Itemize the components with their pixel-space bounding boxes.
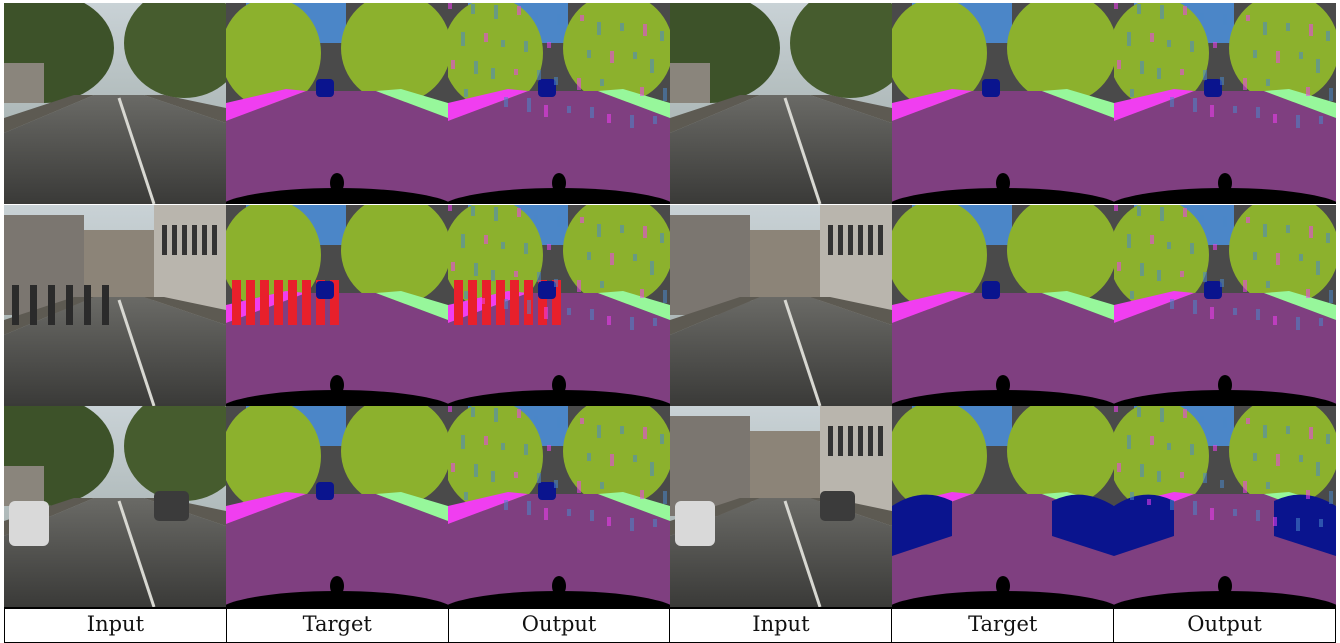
grid-tile-output <box>448 3 670 204</box>
tile-image <box>226 406 448 607</box>
grid-tile-target <box>892 406 1114 607</box>
tile-image <box>892 205 1114 406</box>
grid-tile-output <box>1114 3 1336 204</box>
grid-tile-input <box>670 3 892 204</box>
grid-tile-target <box>226 406 448 607</box>
caption-target-1: Target <box>225 609 448 642</box>
tile-image <box>892 3 1114 204</box>
tile-image <box>670 406 892 607</box>
grid-tile-input <box>4 205 226 406</box>
tile-image <box>670 3 892 204</box>
tile-image <box>4 406 226 607</box>
grid-tile-output <box>1114 406 1336 607</box>
tile-image <box>448 406 670 607</box>
tile-image <box>4 3 226 204</box>
image-grid <box>4 3 1336 607</box>
tile-image <box>448 205 670 406</box>
grid-tile-output <box>448 406 670 607</box>
tile-image <box>226 205 448 406</box>
tile-image <box>892 406 1114 607</box>
caption-input-1: Input <box>4 609 226 642</box>
caption-output-2: Output <box>1113 609 1336 642</box>
caption-input-2: Input <box>669 609 891 642</box>
tile-image <box>448 3 670 204</box>
grid-tile-input <box>4 3 226 204</box>
tile-image <box>4 205 226 406</box>
tile-image <box>1114 205 1336 406</box>
grid-tile-output <box>1114 205 1336 406</box>
grid-tile-output <box>448 205 670 406</box>
caption-output-1: Output <box>447 609 670 642</box>
column-captions: Input Target Output Input Target Output <box>4 607 1336 643</box>
grid-tile-target <box>892 205 1114 406</box>
grid-tile-target <box>226 3 448 204</box>
grid-tile-input <box>670 406 892 607</box>
tile-image <box>1114 3 1336 204</box>
grid-tile-input <box>670 205 892 406</box>
tile-image <box>1114 406 1336 607</box>
grid-tile-target <box>226 205 448 406</box>
tile-image <box>670 205 892 406</box>
caption-target-2: Target <box>891 609 1113 642</box>
grid-tile-input <box>4 406 226 607</box>
grid-tile-target <box>892 3 1114 204</box>
tile-image <box>226 3 448 204</box>
